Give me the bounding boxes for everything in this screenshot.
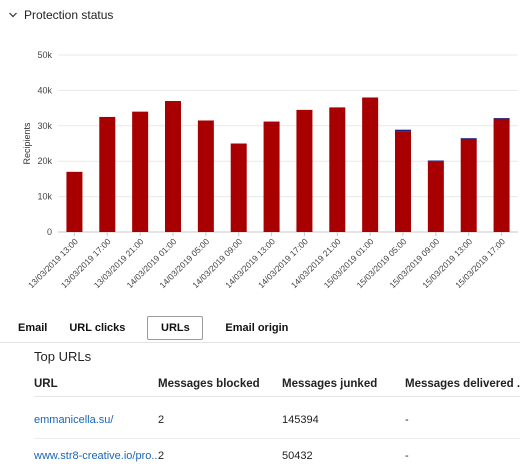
y-tick-label: 50k — [37, 50, 52, 60]
section-title: Protection status — [24, 8, 114, 22]
blocked-value: 2 — [158, 450, 165, 462]
row-divider — [34, 438, 520, 439]
chevron-down-icon — [9, 12, 17, 18]
bar — [230, 143, 247, 232]
col-header-url[interactable]: URL — [34, 378, 58, 390]
y-tick-label: 10k — [37, 192, 52, 202]
y-axis-label: Recipients — [22, 122, 32, 165]
table-row[interactable]: www.str8-creative.io/pro... 2 50432 - — [0, 450, 520, 472]
bar-segment — [395, 129, 411, 132]
bar-segment — [427, 160, 444, 162]
tab-email[interactable]: Email — [18, 322, 48, 334]
bar — [165, 101, 181, 232]
bar — [296, 109, 313, 232]
tab-email-origin[interactable]: Email origin — [225, 322, 289, 334]
y-tick-label: 20k — [37, 156, 52, 166]
blocked-value: 2 — [158, 414, 165, 426]
table-row[interactable]: emmanicella.su/ 2 145394 - — [0, 414, 520, 436]
bar — [460, 139, 477, 232]
bar — [66, 171, 83, 232]
delivered-value: - — [405, 450, 409, 462]
y-tick-label: 0 — [47, 227, 52, 237]
bar — [329, 107, 346, 232]
bar-segment — [460, 138, 477, 140]
y-tick-label: 40k — [37, 85, 52, 95]
delivered-value: - — [405, 414, 409, 426]
junked-value: 145394 — [282, 414, 319, 426]
tab-bar: Email URL clicks URLs Email origin — [18, 315, 310, 341]
url-link[interactable]: www.str8-creative.io/pro... — [34, 450, 161, 462]
y-tick-label: 30k — [37, 121, 52, 131]
header-divider — [34, 396, 520, 397]
bar — [362, 97, 379, 232]
bar — [427, 161, 444, 232]
tabs-divider — [0, 342, 520, 343]
bar — [197, 120, 214, 232]
col-header-delivered[interactable]: Messages delivered ... — [405, 378, 520, 390]
bar — [99, 116, 116, 232]
tab-urls[interactable]: URLs — [147, 316, 204, 340]
bar-segment — [493, 118, 510, 119]
protection-chart: 0 10k 20k 30k 40k 50k Recipients 13/03/2019 13:… — [0, 40, 520, 310]
protection-status-toggle[interactable]: Protection status — [8, 6, 113, 24]
bar — [132, 111, 149, 232]
table-title: Top URLs — [34, 349, 92, 364]
tab-url-clicks[interactable]: URL clicks — [69, 322, 126, 334]
url-link[interactable]: emmanicella.su/ — [34, 414, 114, 426]
junked-value: 50432 — [282, 450, 313, 462]
col-header-blocked[interactable]: Messages blocked — [158, 378, 260, 390]
bar — [395, 131, 411, 232]
bar — [493, 118, 510, 232]
col-header-junked[interactable]: Messages junked — [282, 378, 378, 390]
bar — [263, 121, 280, 232]
